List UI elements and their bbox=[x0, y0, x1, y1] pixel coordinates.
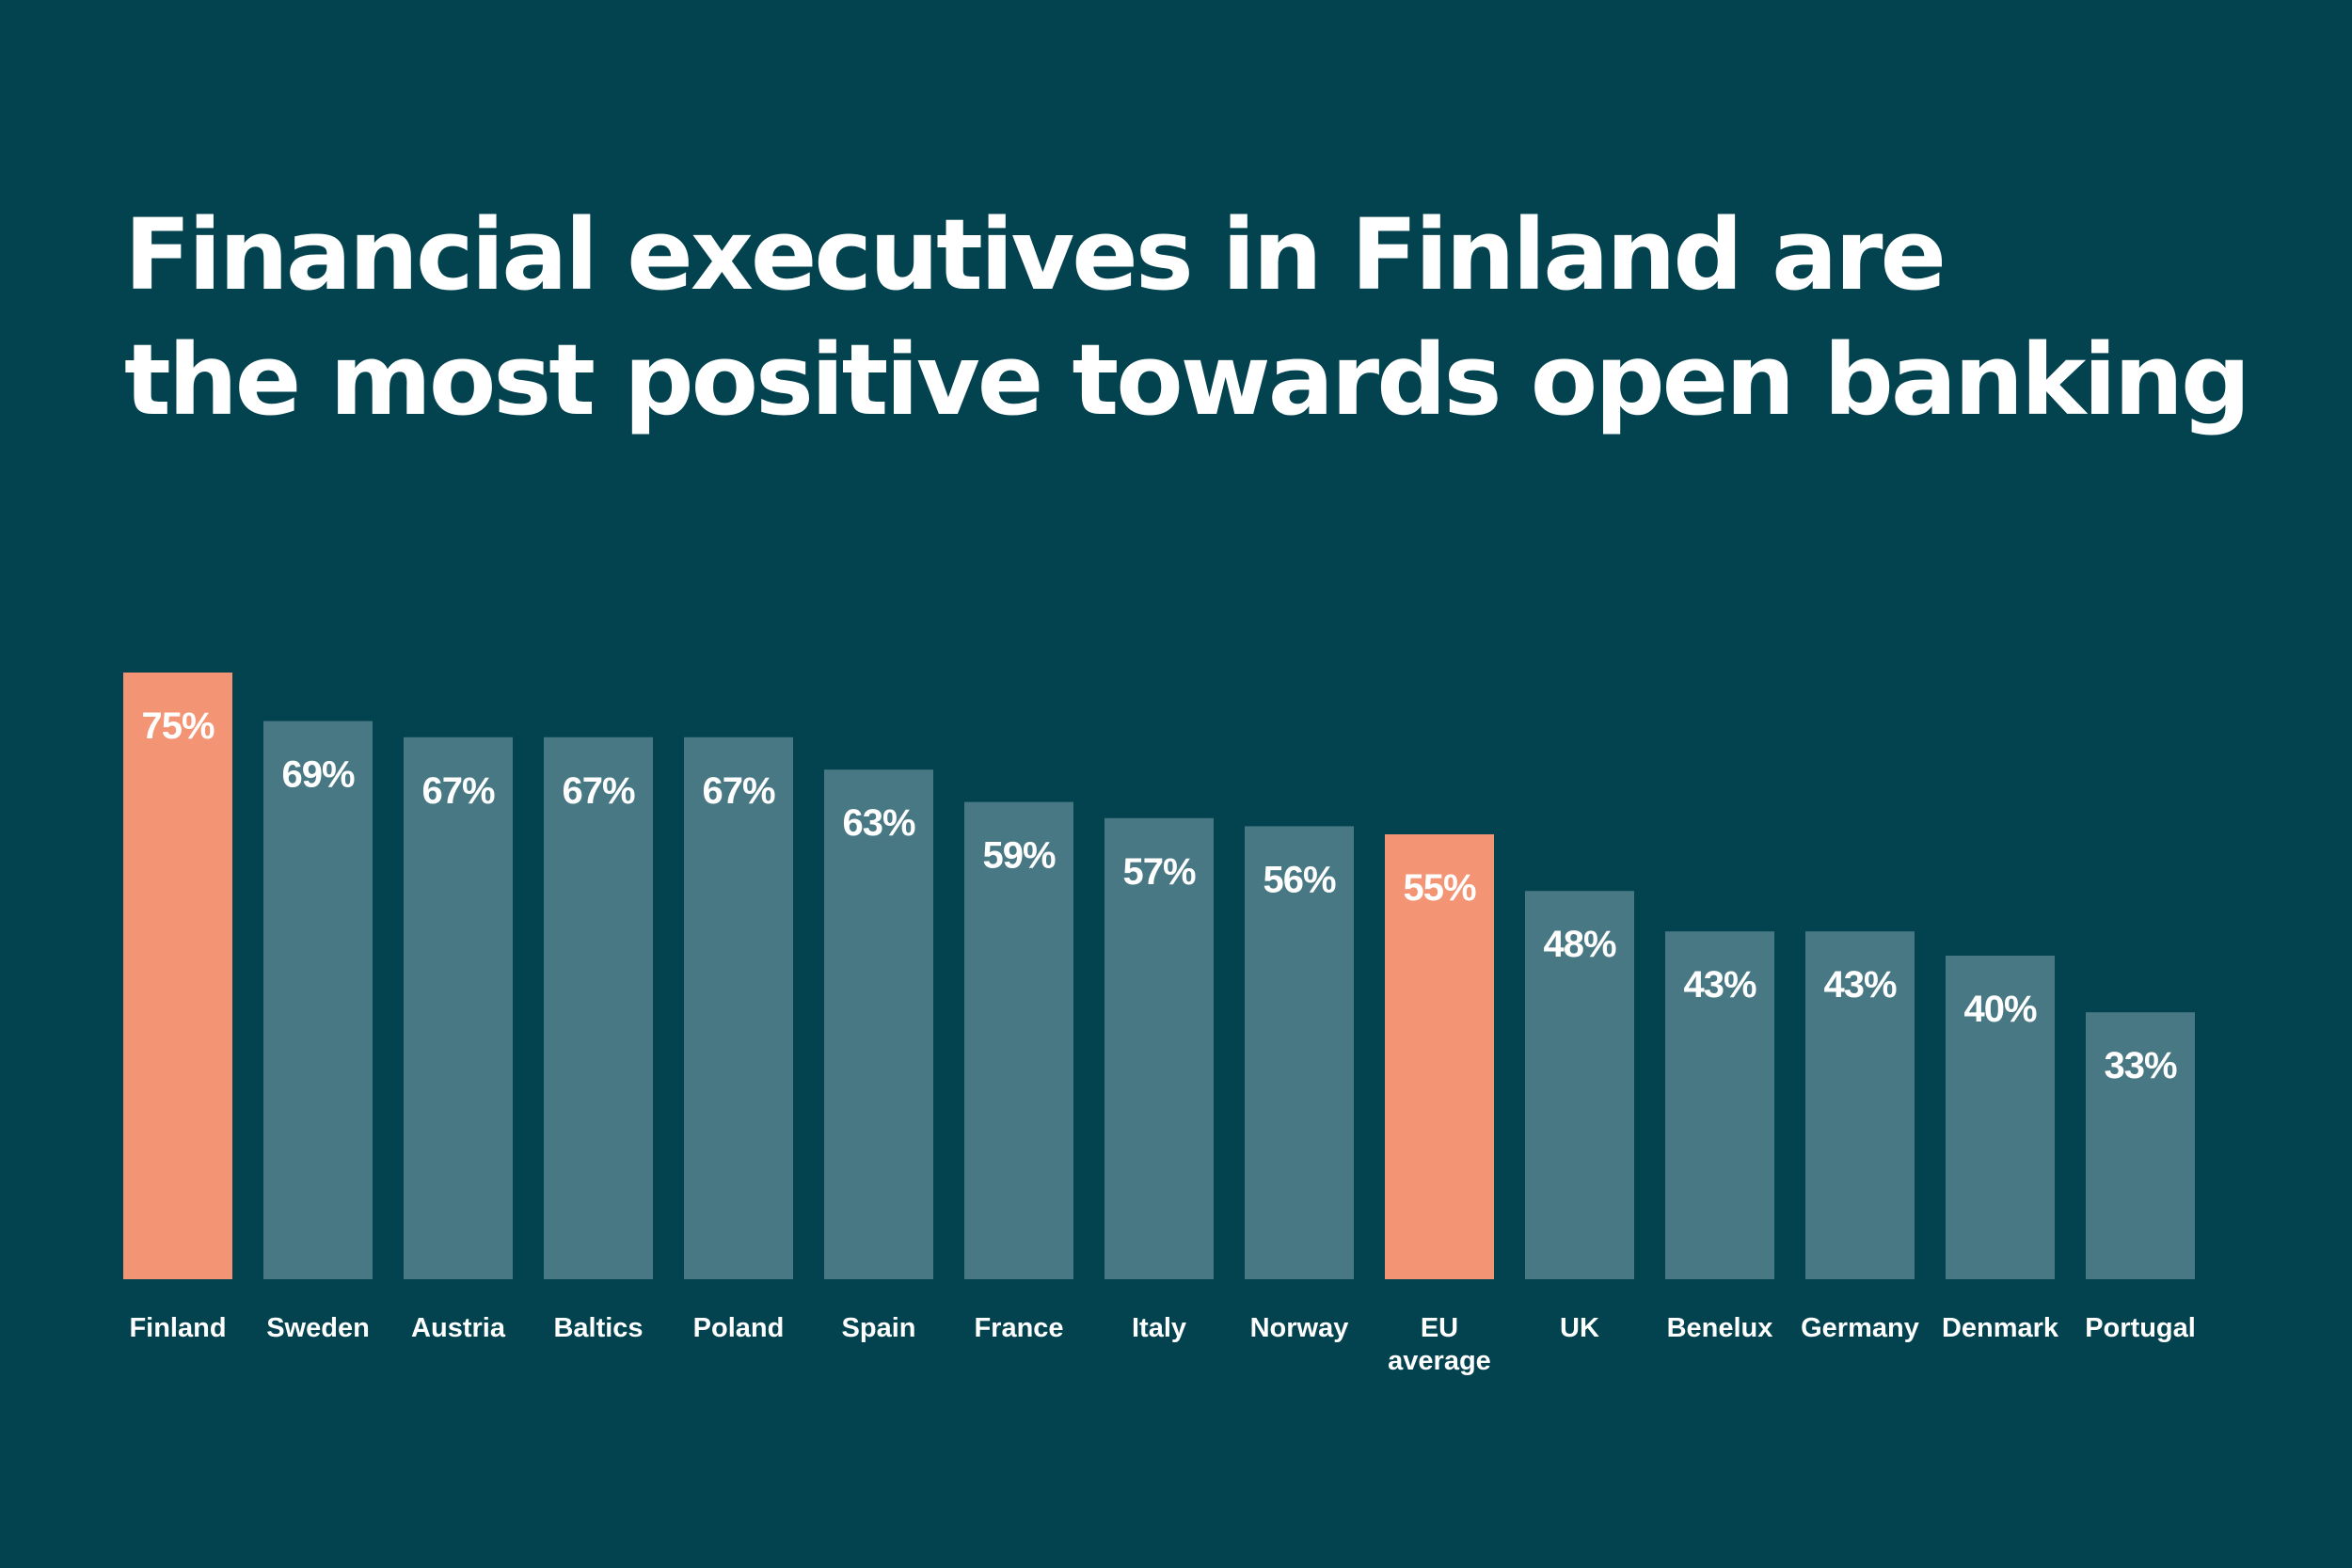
category-label: Baltics bbox=[553, 1313, 643, 1343]
category-label-line: Poland bbox=[693, 1313, 785, 1343]
category-label: Spain bbox=[842, 1313, 916, 1343]
bar-norway bbox=[1245, 826, 1354, 1279]
category-label-line: Norway bbox=[1250, 1313, 1349, 1343]
category-label: Austria bbox=[411, 1313, 506, 1343]
category-label: Denmark bbox=[1942, 1313, 2059, 1343]
bar-value-label: 67% bbox=[702, 770, 774, 812]
bar-value-label: 56% bbox=[1263, 859, 1335, 900]
bar-portugal bbox=[2086, 1012, 2195, 1279]
bar-value-label: 75% bbox=[141, 705, 214, 747]
category-label-line: Austria bbox=[411, 1313, 506, 1343]
bar-value-label: 33% bbox=[2104, 1045, 2176, 1086]
category-label: France bbox=[974, 1313, 1063, 1343]
category-label-line: Italy bbox=[1132, 1313, 1186, 1343]
bar-baltics bbox=[544, 736, 653, 1279]
category-label: Poland bbox=[693, 1313, 785, 1343]
bar-value-label: 67% bbox=[562, 770, 634, 812]
bar-value-label: 40% bbox=[1963, 989, 2036, 1030]
bar-austria bbox=[404, 736, 513, 1279]
category-label-line: Sweden bbox=[266, 1313, 370, 1343]
category-label: Sweden bbox=[266, 1313, 370, 1343]
chart-title: Financial executives in Finland are the … bbox=[124, 193, 2288, 443]
category-label-line: Baltics bbox=[553, 1313, 643, 1343]
bar-value-label: 69% bbox=[281, 754, 354, 796]
category-label-line: Spain bbox=[842, 1313, 916, 1343]
bar-value-label: 57% bbox=[1122, 851, 1195, 893]
bar-italy bbox=[1104, 817, 1214, 1279]
bar-eu-average bbox=[1385, 834, 1494, 1279]
category-label: UK bbox=[1560, 1313, 1599, 1343]
bar-value-label: 48% bbox=[1543, 924, 1615, 965]
bar-spain bbox=[824, 769, 933, 1279]
bar-value-label: 43% bbox=[1683, 964, 1756, 1006]
bar-denmark bbox=[1946, 956, 2055, 1279]
bar-uk bbox=[1525, 891, 1634, 1279]
bar-value-label: 59% bbox=[982, 835, 1055, 877]
chart-title-line-2: the most positive towards open banking bbox=[124, 323, 2250, 437]
bar-benelux bbox=[1665, 931, 1774, 1279]
category-label-line: Benelux bbox=[1667, 1313, 1773, 1343]
category-label: Finland bbox=[129, 1313, 226, 1343]
bar-value-label: 67% bbox=[421, 770, 494, 812]
bar-germany bbox=[1805, 931, 1915, 1279]
category-label-line: UK bbox=[1560, 1313, 1599, 1343]
category-label: Norway bbox=[1250, 1313, 1349, 1343]
bar-finland bbox=[123, 673, 232, 1279]
category-label-line: Denmark bbox=[1942, 1313, 2059, 1343]
bar-sweden bbox=[263, 721, 373, 1279]
bar-france bbox=[964, 801, 1073, 1279]
bar-value-label: 63% bbox=[842, 802, 914, 844]
category-label-line: EU bbox=[1421, 1313, 1458, 1343]
category-label: EU average bbox=[1388, 1313, 1491, 1376]
bar-poland bbox=[684, 736, 793, 1279]
category-label-line: Portugal bbox=[2085, 1313, 2196, 1343]
category-label: Portugal bbox=[2085, 1313, 2196, 1343]
category-label: Benelux bbox=[1667, 1313, 1773, 1343]
chart-title-line-1: Financial executives in Finland are bbox=[124, 198, 1947, 312]
category-label: Germany bbox=[1801, 1313, 1919, 1343]
bar-value-label: 43% bbox=[1823, 964, 1896, 1006]
category-label: Italy bbox=[1132, 1313, 1186, 1343]
bar-value-label: 55% bbox=[1403, 867, 1475, 909]
category-label-line: France bbox=[974, 1313, 1063, 1343]
category-label-line: Germany bbox=[1801, 1313, 1919, 1343]
category-label-line: Finland bbox=[129, 1313, 226, 1343]
category-label-line: average bbox=[1388, 1346, 1491, 1376]
